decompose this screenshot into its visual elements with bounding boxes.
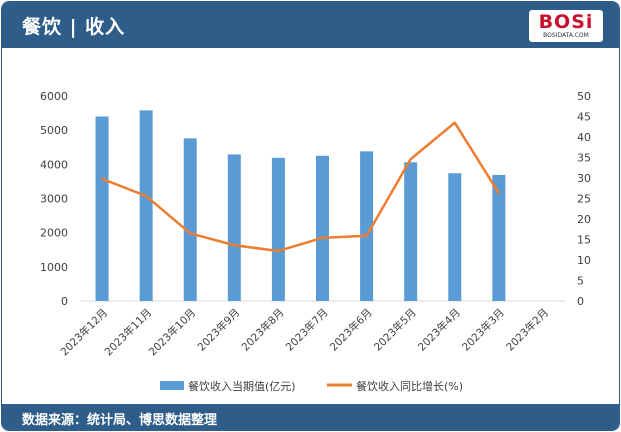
line-point xyxy=(409,157,412,161)
y-axis-left: 0 1000 2000 3000 4000 5000 6000 xyxy=(40,90,68,308)
line-point xyxy=(277,249,280,253)
bar xyxy=(95,116,109,301)
header-bar: 餐饮 | 收入 BOSi BOSIDATA.COM xyxy=(2,2,619,48)
bar xyxy=(183,138,197,301)
y-right-tick-label: 25 xyxy=(577,193,591,206)
page-title: 餐饮 | 收入 xyxy=(22,16,126,38)
x-tick-label: 2023年3月 xyxy=(459,306,507,354)
y-right-tick-label: 45 xyxy=(577,111,591,124)
legend-bar-label: 餐饮收入当期值(亿元) xyxy=(188,379,296,393)
footer-bar: 数据来源：统计局、博思数据整理 xyxy=(2,404,619,430)
y-right-tick-label: 15 xyxy=(577,234,591,247)
bar xyxy=(271,157,285,301)
line-point xyxy=(144,194,148,198)
bar xyxy=(360,151,374,301)
growth-line xyxy=(101,121,500,253)
bar xyxy=(492,174,506,301)
bar-series xyxy=(95,110,506,301)
legend-line-label: 餐饮收入同比增长(%) xyxy=(356,379,463,393)
bar xyxy=(139,110,153,301)
x-tick-label: 2023年8月 xyxy=(239,306,287,354)
y-right-tick-label: 35 xyxy=(577,152,591,165)
x-tick-label: 2023年7月 xyxy=(283,306,331,354)
y-right-tick-label: 10 xyxy=(577,254,591,267)
y-right-tick-label: 20 xyxy=(577,213,591,226)
data-source: 数据来源：统计局、博思数据整理 xyxy=(22,413,218,428)
line-point xyxy=(189,232,192,235)
chart-area: 0 1000 2000 3000 4000 5000 6000 0 5 10 15 20 25 30 35… xyxy=(2,48,619,403)
x-tick-label: 2023年6月 xyxy=(327,306,375,354)
y-left-tick-label: 4000 xyxy=(40,158,68,171)
line-point xyxy=(497,191,501,195)
y-left-tick-label: 2000 xyxy=(40,227,68,240)
logo-subtext: BOSIDATA.COM xyxy=(543,32,589,39)
line-point xyxy=(365,234,368,238)
x-tick-label: 2023年10月 xyxy=(146,306,198,358)
y-left-tick-label: 6000 xyxy=(40,90,68,103)
y-right-tick-label: 30 xyxy=(577,172,591,185)
x-tick-label: 2023年5月 xyxy=(371,306,419,354)
logo-text: BOSi xyxy=(538,11,594,33)
line-point xyxy=(100,177,104,181)
line-point xyxy=(233,244,236,247)
legend-bar-swatch xyxy=(160,381,184,390)
y-right-tick-label: 0 xyxy=(577,295,584,308)
line-point xyxy=(453,121,456,124)
bar xyxy=(404,162,418,301)
bar xyxy=(448,173,462,301)
bar xyxy=(316,155,329,301)
combo-chart: 0 1000 2000 3000 4000 5000 6000 0 5 10 15 20 25 30 35… xyxy=(40,90,591,393)
y-axis-right: 0 5 10 15 20 25 30 35 40 45 50 xyxy=(577,90,591,308)
y-left-tick-label: 3000 xyxy=(40,193,68,206)
y-left-tick-label: 0 xyxy=(61,295,68,308)
line-series xyxy=(100,121,501,253)
y-right-tick-label: 40 xyxy=(577,131,591,144)
bar xyxy=(227,154,241,301)
y-right-tick-label: 50 xyxy=(577,90,591,103)
brand-logo: BOSi BOSIDATA.COM xyxy=(529,10,603,42)
x-tick-label: 2023年9月 xyxy=(195,306,243,354)
x-tick-label: 2023年2月 xyxy=(503,306,551,354)
line-point xyxy=(321,236,324,240)
y-right-tick-label: 5 xyxy=(577,275,584,288)
x-axis-labels: 2023年12月2023年11月2023年10月2023年9月2023年8月20… xyxy=(58,306,551,358)
legend: 餐饮收入当期值(亿元) 餐饮收入同比增长(%) xyxy=(160,379,463,393)
x-tick-label: 2023年4月 xyxy=(415,306,463,354)
y-left-tick-label: 1000 xyxy=(40,261,68,274)
y-left-tick-label: 5000 xyxy=(40,124,68,137)
